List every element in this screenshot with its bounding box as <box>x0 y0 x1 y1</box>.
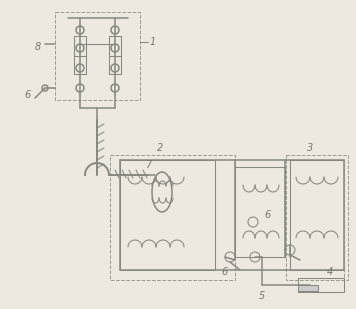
Text: 4: 4 <box>327 267 333 277</box>
Bar <box>109 56 121 74</box>
Bar <box>74 36 86 56</box>
Bar <box>290 160 344 270</box>
Bar <box>235 167 285 257</box>
Text: 8: 8 <box>35 42 41 52</box>
Bar <box>298 285 318 291</box>
Text: 7: 7 <box>145 160 151 170</box>
Bar <box>286 155 348 280</box>
Bar <box>120 160 215 270</box>
Text: 2: 2 <box>157 143 163 153</box>
Bar <box>109 36 121 56</box>
Bar <box>110 155 235 280</box>
Text: 6: 6 <box>265 210 271 220</box>
Text: 5: 5 <box>259 291 265 301</box>
Text: 3: 3 <box>307 143 313 153</box>
Bar <box>74 56 86 74</box>
Text: 6: 6 <box>25 90 31 100</box>
Bar <box>298 278 344 292</box>
Text: 1: 1 <box>150 37 156 47</box>
Bar <box>55 12 140 100</box>
Text: 6: 6 <box>222 267 228 277</box>
